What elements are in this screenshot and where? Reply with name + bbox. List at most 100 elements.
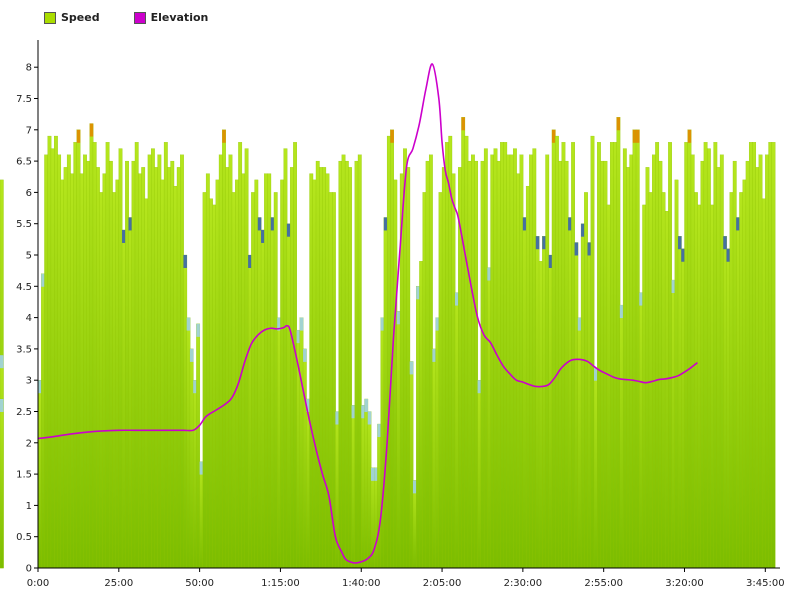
speed-bar[interactable] — [277, 317, 281, 569]
speed-bar[interactable] — [99, 192, 104, 569]
speed-bar[interactable] — [658, 160, 663, 569]
speed-bar[interactable] — [280, 179, 285, 569]
speed-bar[interactable] — [393, 179, 398, 569]
speed-bar[interactable] — [163, 142, 168, 569]
speed-bar[interactable] — [96, 167, 100, 569]
speed-bar[interactable] — [302, 348, 307, 569]
speed-bar[interactable] — [247, 254, 252, 569]
speed-bar[interactable] — [480, 160, 485, 569]
speed-bar[interactable] — [532, 148, 537, 569]
speed-bar[interactable] — [92, 142, 97, 569]
speed-bar[interactable] — [270, 217, 275, 569]
speed-bar[interactable] — [57, 154, 62, 569]
speed-bar[interactable] — [170, 160, 175, 569]
speed-bar[interactable] — [299, 317, 304, 569]
speed-bar[interactable] — [438, 192, 443, 569]
speed-bar[interactable] — [128, 217, 133, 569]
speed-bar[interactable] — [403, 148, 407, 569]
speed-bar[interactable] — [183, 254, 188, 569]
speed-bar[interactable] — [228, 154, 233, 569]
speed-bar[interactable] — [409, 361, 414, 569]
speed-bar[interactable] — [435, 317, 440, 569]
speed-bar[interactable] — [503, 142, 508, 569]
speed-bar[interactable] — [432, 348, 436, 569]
speed-bar[interactable] — [561, 142, 566, 569]
speed-bar[interactable] — [687, 129, 692, 569]
speed-bar[interactable] — [79, 173, 84, 569]
speed-bar[interactable] — [597, 142, 601, 569]
speed-bar[interactable] — [380, 317, 385, 569]
speed-bar[interactable] — [338, 160, 343, 569]
speed-bar[interactable] — [642, 204, 647, 569]
speed-bar[interactable] — [205, 173, 210, 569]
speed-bar[interactable] — [406, 167, 411, 569]
speed-bar[interactable] — [251, 192, 255, 569]
speed-bar[interactable] — [374, 467, 378, 569]
speed-bar[interactable] — [603, 160, 608, 569]
speed-bar[interactable] — [464, 135, 469, 569]
speed-bar[interactable] — [470, 154, 475, 569]
speed-bar[interactable] — [551, 129, 556, 569]
speed-bar[interactable] — [235, 179, 239, 569]
speed-bar[interactable] — [677, 236, 682, 569]
speed-bar[interactable] — [189, 348, 194, 569]
speed-bar[interactable] — [661, 192, 666, 569]
speed-bar[interactable] — [655, 142, 660, 569]
speed-bar[interactable] — [694, 192, 698, 569]
speed-bar[interactable] — [186, 317, 191, 569]
speed-bar[interactable] — [461, 117, 466, 569]
speed-bar[interactable] — [231, 192, 236, 569]
speed-bar[interactable] — [571, 142, 575, 569]
speed-bar[interactable] — [609, 142, 614, 569]
speed-bar[interactable] — [386, 135, 391, 569]
legend-item-speed[interactable]: Speed — [44, 11, 100, 24]
speed-bar[interactable] — [131, 160, 136, 569]
speed-bar[interactable] — [558, 160, 563, 569]
speed-bar[interactable] — [108, 160, 113, 569]
speed-bar[interactable] — [529, 154, 533, 569]
speed-bar[interactable] — [493, 148, 498, 569]
speed-bar[interactable] — [289, 167, 294, 569]
speed-bar[interactable] — [496, 160, 501, 569]
speed-bar[interactable] — [351, 405, 356, 569]
speed-bar[interactable] — [697, 204, 702, 569]
speed-bar[interactable] — [416, 286, 420, 569]
speed-bar[interactable] — [577, 317, 582, 569]
speed-bar[interactable] — [66, 154, 71, 569]
speed-bar[interactable] — [726, 248, 731, 569]
speed-bar[interactable] — [344, 160, 349, 569]
speed-bar[interactable] — [419, 261, 424, 569]
speed-bar[interactable] — [648, 192, 653, 569]
speed-bar[interactable] — [125, 160, 129, 569]
speed-bar[interactable] — [519, 154, 524, 569]
speed-bar[interactable] — [567, 217, 572, 569]
speed-bar[interactable] — [765, 154, 769, 569]
speed-bar[interactable] — [105, 142, 110, 569]
speed-bar[interactable] — [202, 192, 207, 569]
speed-bar[interactable] — [50, 148, 55, 569]
speed-bar[interactable] — [312, 179, 317, 569]
speed-bar[interactable] — [331, 192, 336, 569]
speed-bar[interactable] — [700, 160, 705, 569]
speed-bar[interactable] — [584, 192, 588, 569]
speed-bar[interactable] — [218, 154, 223, 569]
speed-bar[interactable] — [315, 160, 320, 569]
speed-bar[interactable] — [451, 173, 456, 569]
speed-bar[interactable] — [745, 160, 750, 569]
speed-bar[interactable] — [761, 198, 766, 569]
speed-bar[interactable] — [89, 123, 94, 569]
speed-bar[interactable] — [768, 142, 773, 569]
speed-bar[interactable] — [490, 154, 495, 569]
speed-bar[interactable] — [574, 242, 579, 569]
speed-bar[interactable] — [167, 167, 171, 569]
speed-bar[interactable] — [632, 129, 637, 569]
speed-bar[interactable] — [396, 311, 401, 569]
speed-bar[interactable] — [367, 411, 372, 569]
speed-bar[interactable] — [209, 198, 213, 569]
speed-bar[interactable] — [283, 148, 288, 569]
speed-bar[interactable] — [425, 160, 430, 569]
speed-bar[interactable] — [639, 292, 643, 569]
speed-bar[interactable] — [180, 154, 184, 569]
speed-bar[interactable] — [260, 229, 265, 569]
speed-bar[interactable] — [147, 154, 152, 569]
